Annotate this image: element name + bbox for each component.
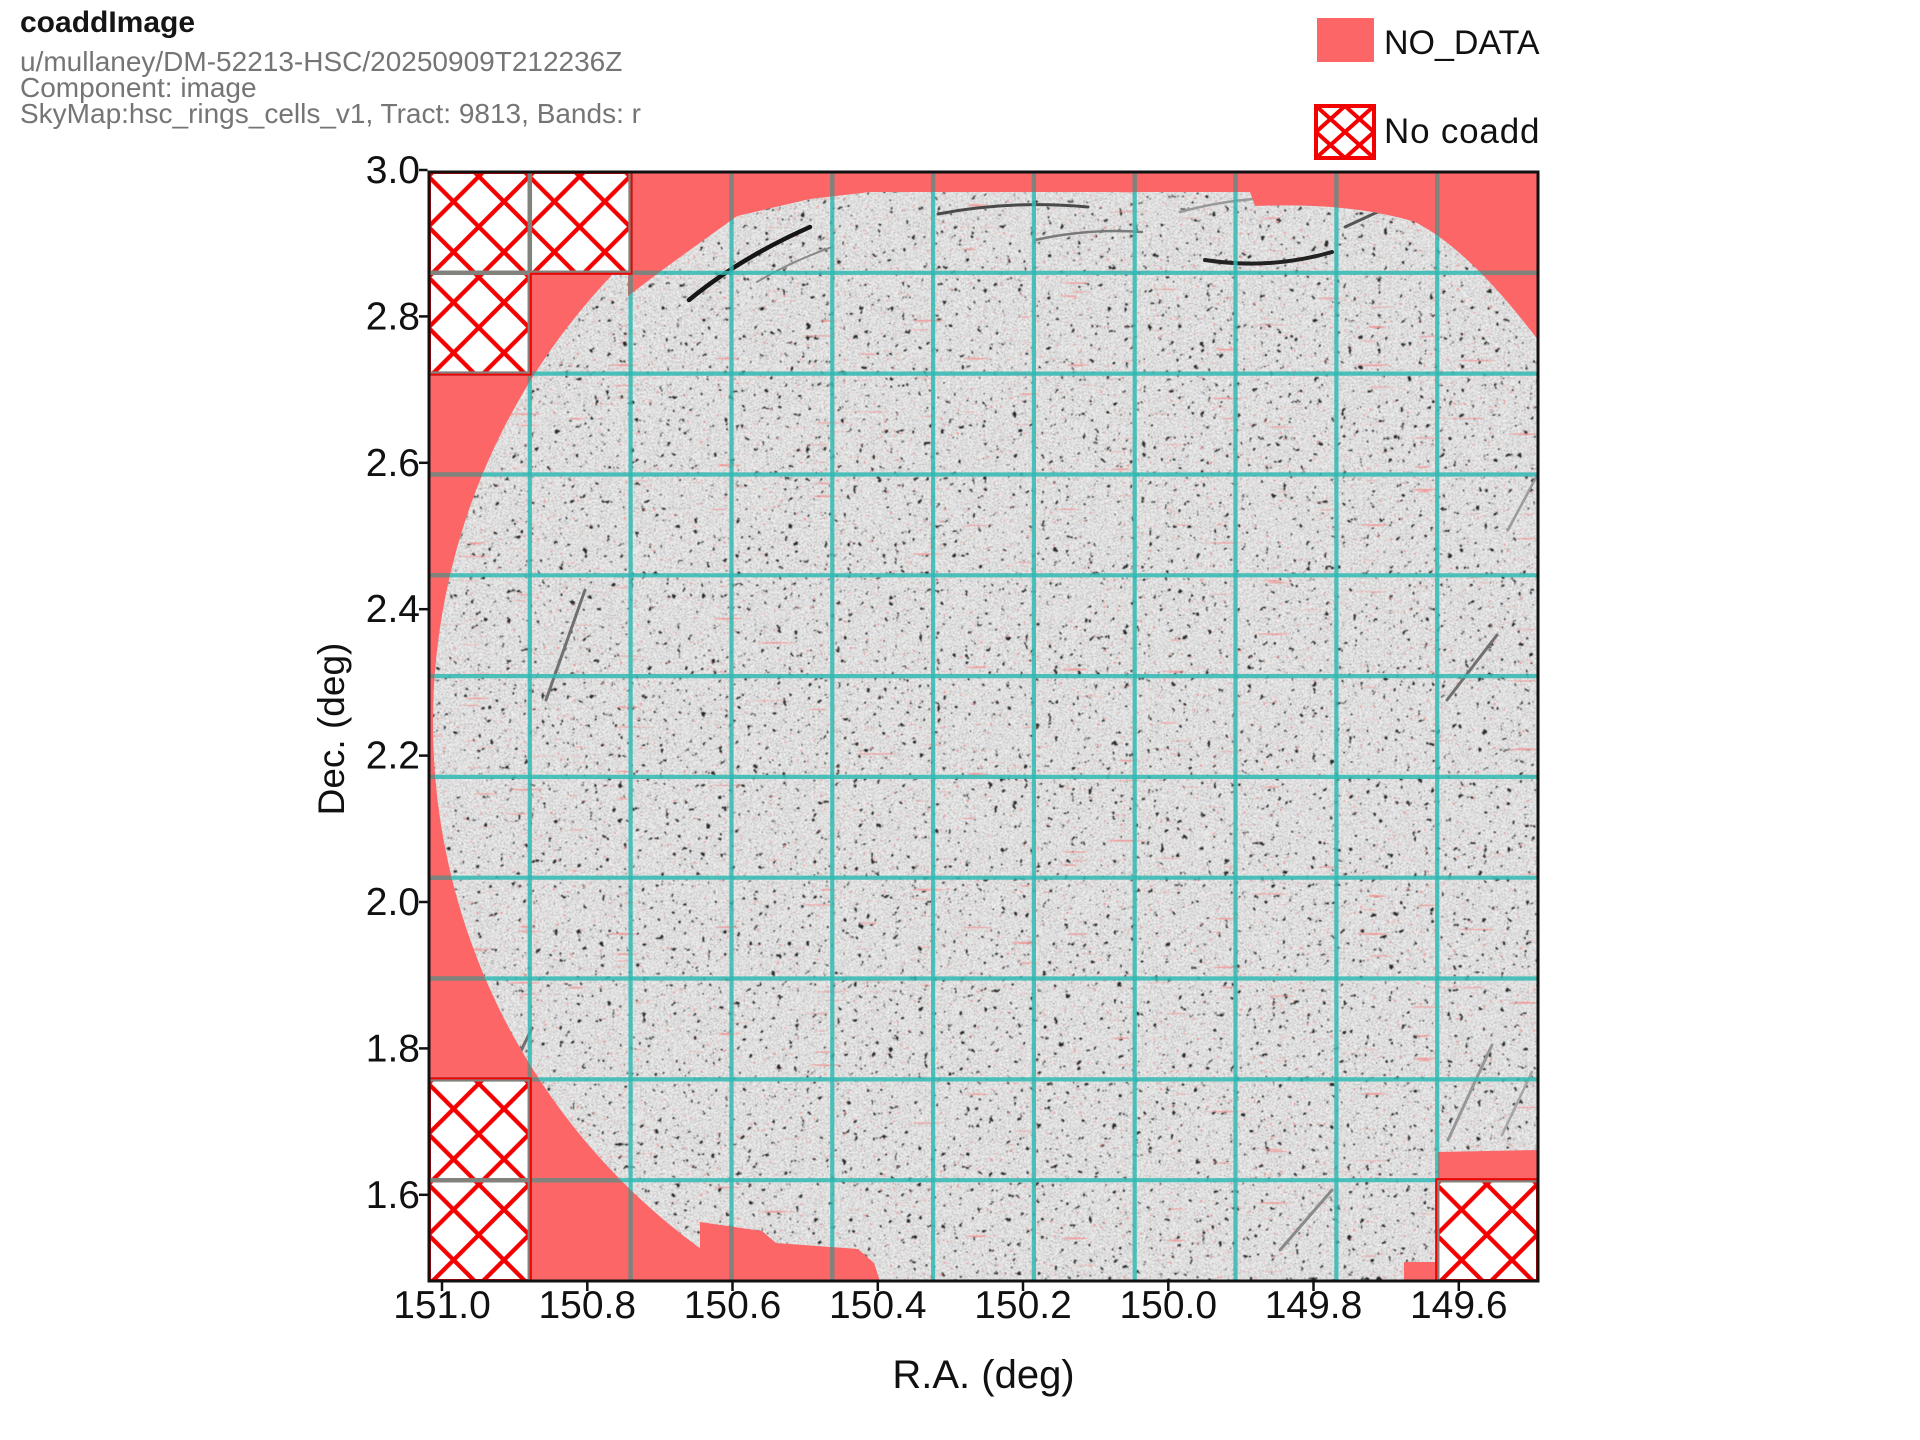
svg-text:SkyMap:hsc_rings_cells_v1, Tra: SkyMap:hsc_rings_cells_v1, Tract: 9813, … [20, 98, 641, 129]
svg-text:2.0: 2.0 [366, 881, 420, 924]
svg-text:150.2: 150.2 [974, 1284, 1072, 1327]
svg-text:R.A. (deg): R.A. (deg) [892, 1353, 1074, 1397]
svg-text:150.0: 150.0 [1119, 1284, 1217, 1327]
svg-text:151.0: 151.0 [393, 1284, 491, 1327]
svg-text:150.6: 150.6 [684, 1284, 782, 1327]
svg-text:149.8: 149.8 [1265, 1284, 1363, 1327]
svg-text:3.0: 3.0 [366, 149, 420, 192]
svg-text:2.6: 2.6 [366, 442, 420, 485]
svg-text:coaddImage: coaddImage [20, 6, 195, 39]
svg-text:150.8: 150.8 [538, 1284, 636, 1327]
svg-text:NO_DATA: NO_DATA [1384, 24, 1540, 62]
svg-text:Dec. (deg): Dec. (deg) [311, 643, 352, 816]
svg-text:150.4: 150.4 [829, 1284, 927, 1327]
svg-text:2.2: 2.2 [366, 735, 420, 778]
svg-text:149.6: 149.6 [1410, 1284, 1508, 1327]
svg-text:2.4: 2.4 [366, 588, 420, 631]
svg-text:1.8: 1.8 [366, 1027, 420, 1070]
svg-text:u/mullaney/DM-52213-HSC/202509: u/mullaney/DM-52213-HSC/20250909T212236Z [20, 46, 622, 77]
svg-text:2.8: 2.8 [366, 295, 420, 338]
svg-text:Component: image: Component: image [20, 72, 257, 103]
svg-text:1.6: 1.6 [366, 1174, 420, 1217]
svg-text:No coadd: No coadd [1384, 112, 1540, 151]
